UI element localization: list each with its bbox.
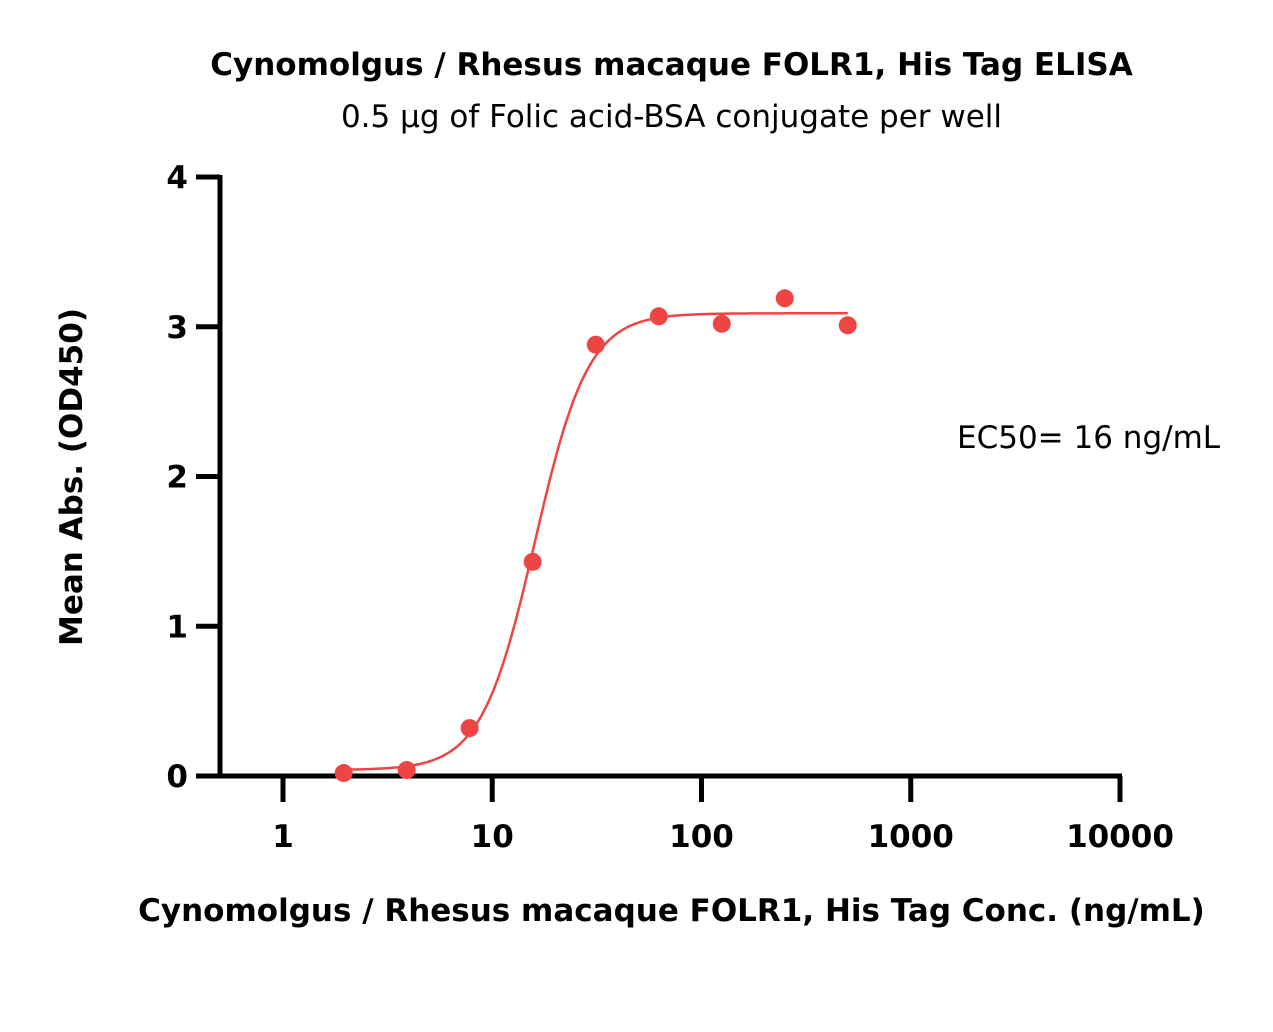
data-point — [649, 307, 668, 326]
data-point — [334, 764, 353, 783]
y-tick-label: 3 — [166, 310, 188, 346]
x-axis-label: Cynomolgus / Rhesus macaque FOLR1, His T… — [138, 893, 1205, 929]
data-point — [775, 289, 794, 308]
data-point — [838, 316, 857, 335]
data-point — [712, 314, 731, 333]
ec50-annotation: EC50= 16 ng/mL — [957, 420, 1221, 456]
x-tick-label: 10 — [471, 819, 514, 855]
data-point — [523, 552, 542, 571]
data-point — [586, 335, 605, 354]
y-tick-label: 0 — [166, 759, 188, 795]
y-tick-label: 4 — [166, 160, 188, 196]
data-point — [460, 719, 479, 738]
data-point — [397, 761, 416, 780]
x-tick-label: 1 — [272, 819, 294, 855]
chart-title: Cynomolgus / Rhesus macaque FOLR1, His T… — [210, 47, 1133, 83]
x-tick-label: 100 — [669, 819, 734, 855]
x-tick-label: 10000 — [1066, 819, 1174, 855]
axis-ticks: 0 1 2 3 4 1 10 100 1000 10000 — [166, 160, 1174, 855]
data-points — [334, 289, 857, 783]
x-tick-label: 1000 — [868, 819, 954, 855]
chart-subtitle: 0.5 µg of Folic acid-BSA conjugate per w… — [340, 99, 1003, 135]
fit-curve — [343, 312, 848, 771]
y-tick-label: 2 — [166, 460, 188, 496]
y-tick-label: 1 — [166, 609, 188, 645]
